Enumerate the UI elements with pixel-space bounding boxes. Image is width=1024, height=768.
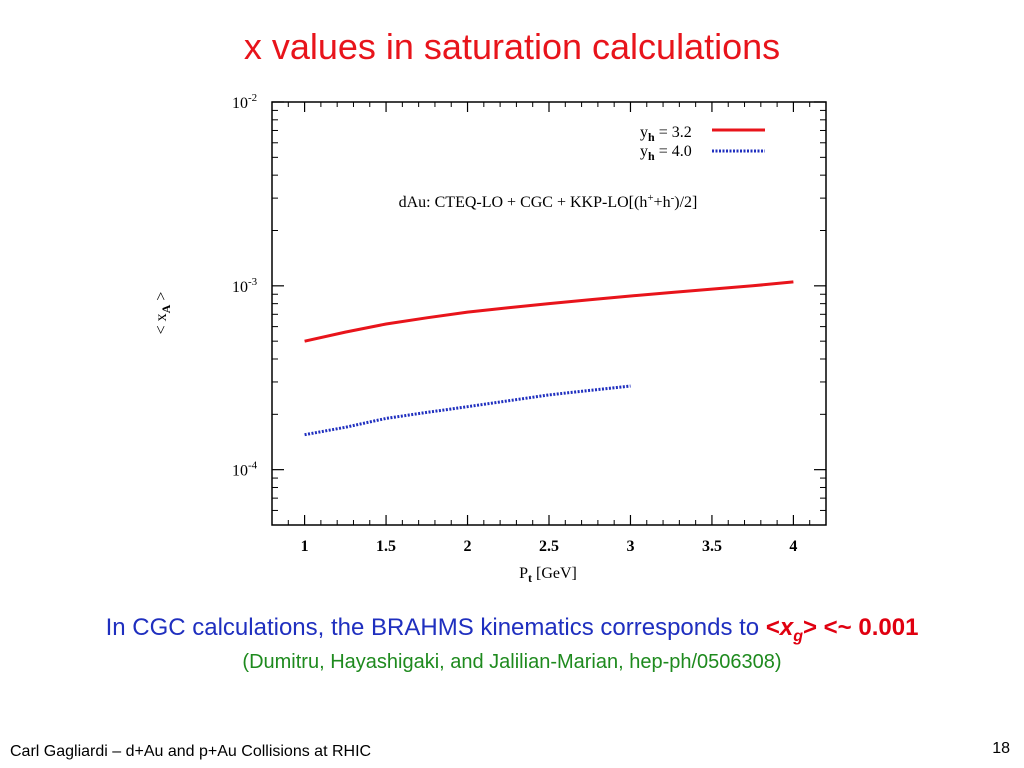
caption-value: 0.001 — [858, 614, 919, 641]
chart-annotation: dAu: CTEQ-LO + CGC + KKP-LO[(h++h-)/2] — [399, 192, 698, 211]
x-tick-label: 4 — [789, 538, 797, 555]
y-tick-label: 10-3 — [232, 276, 258, 296]
y-axis-label: < xA > — [153, 292, 173, 335]
x-tick-label: 1.5 — [376, 538, 396, 555]
x-tick-label: 3.5 — [702, 538, 722, 555]
slide-title: x values in saturation calculations — [243, 26, 781, 67]
reference: (Dumitru, Hayashigaki, and Jalilian-Mari… — [242, 651, 782, 673]
series-line-1 — [304, 280, 794, 343]
caption-text: In CGC calculations, the BRAHMS kinemati… — [105, 614, 766, 641]
x-tick-label: 2 — [464, 538, 472, 555]
axis-ticks — [272, 101, 826, 526]
axis-tick-labels: 1 1.5 2 2.5 3 3.5 4 10-2 10-3 10-4 — [232, 92, 797, 555]
x-tick-label: 1 — [301, 538, 309, 555]
legend-label-series-2: yh = 4.0 — [640, 143, 692, 163]
x-values-chart: 1 1.5 2 2.5 3 3.5 4 10-2 10-3 10-4 yh = 3.2 yh = … — [153, 92, 827, 585]
caption-xg: <xg> <~ 0.001 — [765, 614, 919, 645]
y-tick-label: 10-4 — [232, 460, 258, 480]
footer-author: Carl Gagliardi – d+Au and p+Au Collision… — [10, 743, 372, 760]
series-lines — [304, 280, 794, 437]
series-line-2 — [304, 384, 631, 437]
caption: In CGC calculations, the BRAHMS kinemati… — [0, 614, 1024, 646]
x-tick-label: 3 — [626, 538, 634, 555]
x-tick-label: 2.5 — [539, 538, 559, 555]
plot-frame — [271, 101, 827, 526]
legend: yh = 3.2 yh = 4.0 — [640, 124, 765, 163]
y-tick-label: 10-2 — [232, 92, 257, 112]
x-axis-label: Pt [GeV] — [519, 565, 577, 585]
page-number: 18 — [992, 740, 1010, 757]
legend-label-series-1: yh = 3.2 — [640, 124, 692, 144]
